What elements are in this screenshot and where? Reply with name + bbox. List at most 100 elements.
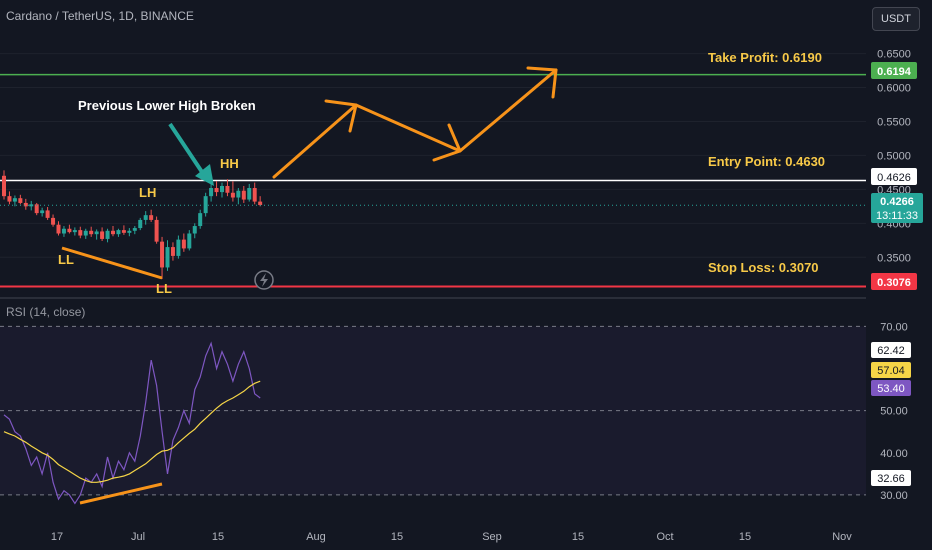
stop-loss-tag: 0.3076 [871, 273, 917, 290]
rsi-title: RSI (14, close) [6, 305, 86, 319]
candle [176, 235, 181, 259]
time-tick-label: 15 [739, 531, 751, 543]
rsi-tick-label: 40.00 [880, 448, 908, 460]
candle [230, 181, 235, 202]
ll-label-1: LL [58, 252, 74, 267]
rsi-tick-label: 30.00 [880, 490, 908, 502]
time-tick-label: 15 [572, 531, 584, 543]
lh-label: LH [139, 185, 156, 200]
candle [149, 209, 154, 222]
candle [116, 228, 121, 237]
candle [72, 227, 77, 236]
candle [78, 226, 83, 239]
candle [7, 191, 12, 205]
candle [12, 195, 17, 207]
candle [94, 229, 99, 240]
candle [127, 228, 132, 237]
price-tick-label: 0.6000 [877, 83, 911, 95]
projection-arrow [272, 66, 558, 179]
candle [111, 226, 115, 237]
candle [132, 226, 137, 235]
take-profit-label: Take Profit: 0.6190 [708, 50, 822, 65]
candle [252, 182, 257, 205]
time-tick-label: Oct [656, 531, 673, 543]
time-tick-label: Nov [832, 531, 852, 543]
candle [29, 200, 34, 211]
candle [143, 211, 148, 225]
candle [100, 227, 105, 241]
candle [40, 207, 45, 217]
candle [56, 221, 61, 236]
candle [121, 225, 126, 235]
rsi-tag-d: 32.66 [871, 470, 911, 486]
time-tick-label: Aug [306, 531, 326, 543]
take-profit-tag: 0.6194 [871, 62, 917, 79]
ll-trendline [61, 246, 163, 280]
svg-text:62.42: 62.42 [877, 345, 905, 357]
current-price-tag: 0.4266 13:11:33 [871, 193, 923, 223]
candle [220, 182, 224, 198]
entry-tag: 0.4626 [871, 168, 917, 185]
candle [154, 216, 159, 244]
rsi-tag-c: 53.40 [871, 380, 911, 396]
candle [241, 185, 246, 203]
lightning-icon[interactable] [254, 270, 274, 290]
svg-text:32.66: 32.66 [877, 473, 905, 485]
candle [225, 179, 230, 197]
candle [198, 209, 203, 229]
candle [203, 192, 208, 217]
svg-text:53.40: 53.40 [877, 383, 905, 395]
lower-high-broken-label: Previous Lower High Broken [78, 98, 256, 113]
svg-text:0.3076: 0.3076 [877, 277, 911, 289]
time-tick-label: Jul [131, 531, 145, 543]
svg-text:0.4626: 0.4626 [877, 172, 911, 184]
candle [61, 226, 66, 237]
candle [2, 170, 6, 200]
currency-button[interactable]: USDT [872, 7, 920, 31]
symbol-title: Cardano / TetherUS, 1D, BINANCE [6, 9, 194, 23]
candle [160, 236, 165, 279]
rsi-ma-line [3, 380, 261, 483]
ll-label-2: LL [156, 281, 172, 296]
candle [236, 188, 241, 205]
lower-high-pointer-arrow [168, 122, 214, 186]
svg-text:0.6194: 0.6194 [877, 66, 912, 78]
rsi-tag-b: 57.04 [871, 362, 911, 378]
candle [258, 196, 263, 207]
price-tick-label: 0.5500 [877, 116, 911, 128]
stop-loss-label: Stop Loss: 0.3070 [708, 260, 819, 275]
rsi-tick-label: 70.00 [880, 321, 908, 333]
candle [18, 194, 23, 205]
candle [247, 183, 252, 202]
candle [83, 228, 88, 239]
price-tick-label: 0.3500 [877, 252, 911, 264]
candle [138, 217, 143, 231]
rsi-tag-a: 62.42 [871, 342, 911, 358]
candle [170, 242, 175, 261]
candle [45, 207, 50, 220]
time-tick-label: 15 [212, 531, 224, 543]
hh-label: HH [220, 156, 239, 171]
candle [214, 181, 219, 197]
entry-point-label: Entry Point: 0.4630 [708, 154, 825, 169]
countdown-label: 13:11:33 [876, 210, 918, 222]
rsi-tick-label: 50.00 [880, 406, 908, 418]
candle [209, 183, 214, 202]
rsi-divergence-line [79, 482, 163, 505]
candle [51, 214, 56, 227]
svg-text:0.4266: 0.4266 [880, 196, 914, 208]
time-tick-label: 17 [51, 531, 63, 543]
candle [89, 226, 94, 237]
svg-text:57.04: 57.04 [877, 365, 905, 377]
candle [67, 224, 72, 234]
candle [105, 228, 110, 243]
price-tick-label: 0.5000 [877, 150, 911, 162]
time-tick-label: 15 [391, 531, 403, 543]
candle [187, 230, 192, 251]
rsi-line [3, 341, 261, 505]
candle [181, 233, 186, 252]
candle [23, 198, 28, 210]
candle [192, 223, 197, 239]
time-tick-label: Sep [482, 531, 502, 543]
